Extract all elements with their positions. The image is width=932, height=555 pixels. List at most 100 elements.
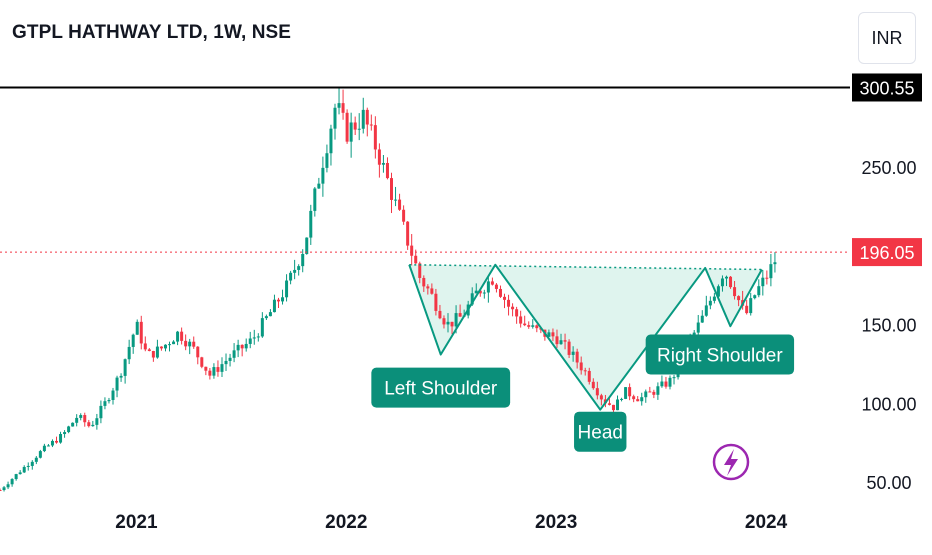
candle-body xyxy=(260,318,264,337)
candle-body xyxy=(135,321,139,335)
candle-body xyxy=(220,364,224,372)
pattern-label-box xyxy=(645,334,795,375)
candle-body xyxy=(486,281,490,293)
candle-body xyxy=(248,338,252,344)
pattern-label-box xyxy=(574,411,627,452)
candle-body xyxy=(523,323,527,326)
candle-body xyxy=(236,344,240,351)
candle-body xyxy=(551,332,555,337)
candle-body xyxy=(624,387,628,399)
candles-layer xyxy=(0,86,777,492)
candle-body xyxy=(50,440,54,446)
candle-body xyxy=(753,295,757,299)
candle-body xyxy=(547,332,551,337)
candle-body xyxy=(716,286,720,297)
candle-body xyxy=(422,277,426,287)
candle-body xyxy=(446,321,450,325)
candle-body xyxy=(434,293,438,311)
price-tag-label: 300.55 xyxy=(859,78,914,98)
candle-body xyxy=(143,343,147,350)
candle-body xyxy=(309,210,313,238)
candle-body xyxy=(59,434,63,443)
candle-body xyxy=(704,305,708,316)
candle-body xyxy=(373,125,377,150)
candle-body xyxy=(640,397,644,402)
candle-body xyxy=(123,359,127,376)
candle-body xyxy=(115,377,119,391)
x-tick-label: 2021 xyxy=(115,512,158,533)
candle-body xyxy=(579,362,583,371)
candle-body xyxy=(119,375,123,378)
candle-body xyxy=(390,178,394,200)
candle-body xyxy=(18,472,22,475)
candle-body xyxy=(696,322,700,333)
candle-body xyxy=(628,387,632,397)
candle-body xyxy=(720,278,724,287)
candle-body xyxy=(656,386,660,395)
candle-body xyxy=(180,331,184,341)
lightning-icon[interactable] xyxy=(712,443,750,481)
candle-body xyxy=(349,122,353,142)
candle-body xyxy=(305,237,309,254)
candle-body xyxy=(611,404,615,411)
currency-button[interactable]: INR xyxy=(858,12,916,64)
candle-body xyxy=(75,417,79,423)
candle-body xyxy=(46,445,50,447)
candle-body xyxy=(361,109,365,129)
candle-body xyxy=(385,162,389,179)
candle-body xyxy=(337,103,341,108)
candle-body xyxy=(131,334,135,347)
candle-body xyxy=(232,350,236,358)
candle-body xyxy=(616,399,620,411)
candle-body xyxy=(204,366,208,371)
candle-body xyxy=(426,286,430,289)
candle-body xyxy=(498,288,502,297)
candle-body xyxy=(55,440,59,443)
candle-body xyxy=(535,325,539,329)
candle-body xyxy=(155,346,159,358)
candle-body xyxy=(410,245,414,256)
candle-body xyxy=(438,310,442,319)
candle-body xyxy=(216,367,220,372)
candle-body xyxy=(765,277,769,279)
candle-body xyxy=(406,221,410,246)
candle-body xyxy=(325,153,329,168)
x-tick-label: 2024 xyxy=(745,512,788,533)
candle-body xyxy=(450,321,454,327)
pattern-label: Right Shoulder xyxy=(645,334,795,375)
candle-body xyxy=(599,395,603,400)
candle-body xyxy=(648,391,652,393)
candle-body xyxy=(188,341,192,347)
candle-body xyxy=(313,188,317,211)
candle-body xyxy=(559,340,563,345)
candle-body xyxy=(365,109,369,125)
candle-body xyxy=(14,474,18,480)
candle-body xyxy=(733,287,737,297)
candle-body xyxy=(224,360,228,365)
candle-body xyxy=(353,122,357,130)
candle-body xyxy=(567,341,571,355)
x-tick-label: 2022 xyxy=(325,512,367,533)
candle-body xyxy=(192,341,196,347)
candle-body xyxy=(0,490,2,491)
candle-body xyxy=(151,351,155,358)
candle-body xyxy=(34,457,38,462)
candle-body xyxy=(321,167,325,184)
candle-body xyxy=(26,465,30,467)
candle-body xyxy=(99,405,103,419)
candle-body xyxy=(297,266,301,270)
neckline xyxy=(409,264,762,271)
candle-body xyxy=(773,262,777,265)
candle-body xyxy=(285,280,289,298)
candle-body xyxy=(398,199,402,210)
candle-body xyxy=(620,398,624,400)
candle-body xyxy=(341,103,345,113)
candle-body xyxy=(329,128,333,154)
candle-body xyxy=(503,296,507,300)
candle-body xyxy=(196,346,200,358)
candle-body xyxy=(30,461,34,466)
candle-body xyxy=(345,112,349,142)
candle-body xyxy=(377,149,381,165)
